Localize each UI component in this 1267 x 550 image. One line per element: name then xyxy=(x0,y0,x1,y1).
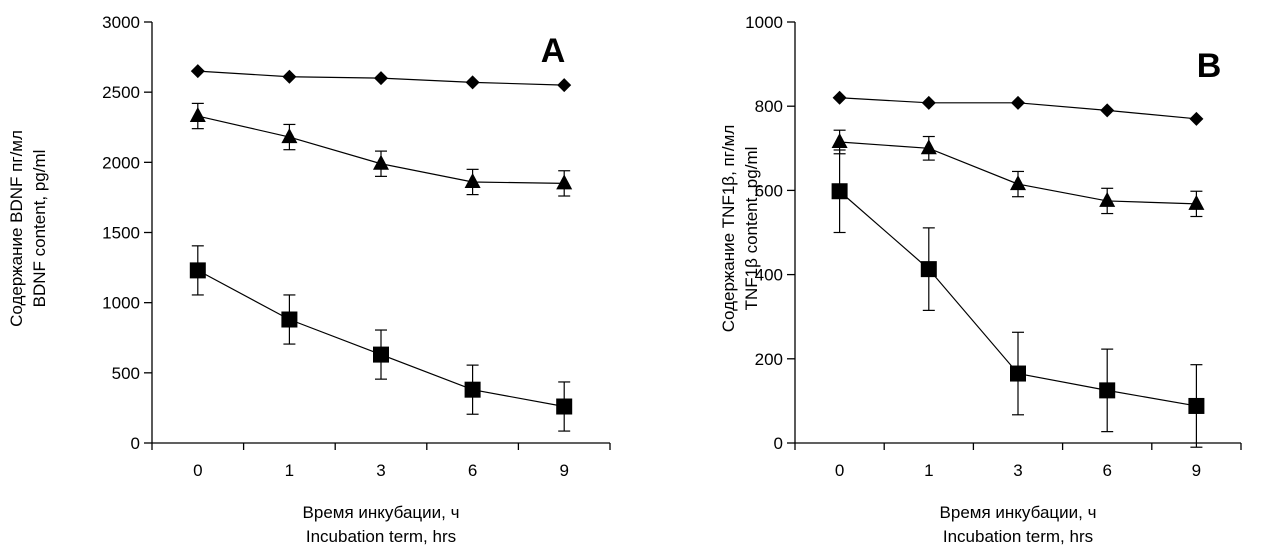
x-tick-label-b: 1 xyxy=(924,461,933,480)
data-point-square-b xyxy=(1010,365,1026,382)
chart-panel-b: 0 200 400 600 800 1000 0 1 3 6 9 Время инкубации, ч… xyxy=(719,13,1242,546)
data-point-square-a xyxy=(281,311,298,328)
y-tick-label-a: 1500 xyxy=(102,224,140,243)
data-point-diamond-a xyxy=(282,69,297,84)
x-tick-label-a: 9 xyxy=(559,461,568,480)
y-tick-label-b: 0 xyxy=(774,434,783,453)
data-point-diamond-a xyxy=(557,78,572,93)
data-point-diamond-b xyxy=(832,90,847,105)
x-axis-title-b: Incubation term, hrs xyxy=(943,527,1093,546)
y-axis-title-a: Содержание BDNF пг/мл xyxy=(7,130,26,327)
data-point-square-a xyxy=(373,346,389,363)
data-point-triangle-b xyxy=(920,139,937,155)
x-tick-label-a: 1 xyxy=(285,461,294,480)
data-point-square-b xyxy=(1188,397,1205,414)
y-tick-label-a: 0 xyxy=(131,434,140,453)
data-point-diamond-a xyxy=(190,64,205,79)
data-point-triangle-b xyxy=(1099,191,1116,207)
data-point-triangle-b xyxy=(1010,175,1026,191)
x-tick-label-a: 0 xyxy=(193,461,202,480)
data-point-diamond-b xyxy=(1189,111,1204,126)
x-tick-label-b: 6 xyxy=(1102,461,1111,480)
data-point-square-b xyxy=(1099,382,1116,399)
y-axis-title-b: TNF1β content, pg/ml xyxy=(742,147,761,311)
y-tick-label-b: 400 xyxy=(755,266,783,285)
data-point-triangle-a xyxy=(281,128,298,144)
data-point-square-b xyxy=(831,183,848,200)
data-point-square-b xyxy=(920,261,937,278)
x-axis-title-a: Incubation term, hrs xyxy=(306,527,456,546)
x-tick-label-a: 3 xyxy=(376,461,385,480)
data-point-triangle-a xyxy=(189,107,206,123)
data-point-triangle-b xyxy=(1188,194,1205,210)
x-axis-title-b: Время инкубации, ч xyxy=(940,503,1097,522)
data-point-square-a xyxy=(464,381,481,398)
y-tick-label-a: 500 xyxy=(112,364,140,383)
x-tick-label-b: 9 xyxy=(1192,461,1201,480)
data-point-diamond-b xyxy=(921,95,936,110)
y-tick-label-a: 2500 xyxy=(102,83,140,102)
y-tick-label-b: 600 xyxy=(755,181,783,200)
data-point-triangle-a xyxy=(556,174,573,190)
y-tick-label-a: 2000 xyxy=(102,153,140,172)
y-tick-label-b: 200 xyxy=(755,350,783,369)
y-tick-label-b: 1000 xyxy=(745,13,783,32)
y-tick-label-b: 800 xyxy=(755,97,783,116)
x-tick-label-b: 3 xyxy=(1013,461,1022,480)
panel-letter-a: A xyxy=(541,32,566,70)
panel-letter-b: B xyxy=(1197,47,1222,85)
y-tick-label-a: 1000 xyxy=(102,294,140,313)
y-axis-title-b: Содержание TNF1β, пг/мл xyxy=(719,125,738,333)
data-point-triangle-b xyxy=(831,132,848,148)
data-point-diamond-b xyxy=(1011,95,1025,110)
y-tick-label-a: 3000 xyxy=(102,13,140,32)
data-point-square-a xyxy=(189,262,206,279)
chart-panel-a: 0 500 1000 1500 2000 2500 3000 0 1 3 6 9 Время инкуб… xyxy=(7,13,611,546)
data-point-diamond-a xyxy=(465,75,480,90)
x-axis-title-a: Время инкубации, ч xyxy=(303,503,460,522)
data-point-triangle-a xyxy=(464,172,481,188)
data-point-diamond-b xyxy=(1100,103,1115,118)
data-point-diamond-a xyxy=(374,71,388,86)
data-point-square-a xyxy=(556,398,573,415)
data-point-triangle-a xyxy=(373,154,389,170)
y-axis-title-a: BDNF content, pg/ml xyxy=(30,150,49,308)
x-tick-label-b: 0 xyxy=(835,461,844,480)
x-tick-label-a: 6 xyxy=(468,461,477,480)
